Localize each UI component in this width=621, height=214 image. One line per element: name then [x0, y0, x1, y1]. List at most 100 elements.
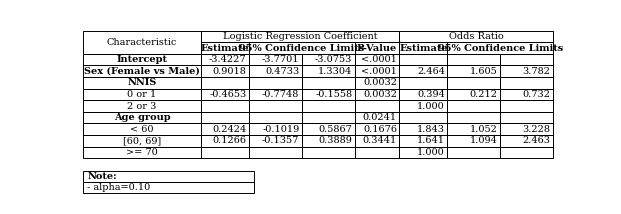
Text: 1.843: 1.843: [417, 125, 445, 134]
Text: Estimate: Estimate: [399, 43, 448, 53]
Text: 1.605: 1.605: [470, 67, 498, 76]
Bar: [501, 77, 553, 89]
Bar: [302, 123, 355, 135]
Bar: [201, 89, 249, 100]
Bar: [83, 100, 201, 112]
Text: P-Value: P-Value: [357, 43, 397, 53]
Text: 0.1266: 0.1266: [212, 136, 247, 146]
Text: Estimate: Estimate: [201, 43, 249, 53]
Text: 3.782: 3.782: [523, 67, 551, 76]
Bar: [448, 123, 501, 135]
Bar: [399, 31, 553, 42]
Bar: [399, 147, 448, 158]
Bar: [448, 77, 501, 89]
Bar: [448, 135, 501, 147]
Text: -0.4653: -0.4653: [209, 90, 247, 99]
Text: 0 or 1: 0 or 1: [127, 90, 156, 99]
Bar: [201, 123, 249, 135]
Bar: [302, 65, 355, 77]
Bar: [302, 54, 355, 65]
Bar: [399, 112, 448, 123]
Text: Logistic Regression Coefficient: Logistic Regression Coefficient: [223, 32, 378, 41]
Text: -0.1357: -0.1357: [262, 136, 299, 146]
Bar: [302, 147, 355, 158]
Bar: [201, 100, 249, 112]
Bar: [249, 77, 302, 89]
Text: -3.4227: -3.4227: [209, 55, 247, 64]
Bar: [249, 89, 302, 100]
Bar: [501, 65, 553, 77]
Bar: [355, 147, 399, 158]
Bar: [249, 42, 355, 54]
Bar: [399, 100, 448, 112]
Text: -0.1558: -0.1558: [315, 90, 352, 99]
Bar: [83, 31, 201, 54]
Text: 2.464: 2.464: [417, 67, 445, 76]
Bar: [448, 65, 501, 77]
Bar: [448, 42, 553, 54]
Bar: [399, 54, 448, 65]
Text: 0.4733: 0.4733: [265, 67, 299, 76]
Bar: [501, 54, 553, 65]
Bar: [249, 112, 302, 123]
Text: 1.000: 1.000: [417, 102, 445, 111]
Text: Sex (Female vs Male): Sex (Female vs Male): [84, 67, 200, 76]
Bar: [501, 147, 553, 158]
Text: 0.0032: 0.0032: [363, 78, 397, 87]
Bar: [249, 100, 302, 112]
Bar: [83, 147, 201, 158]
Bar: [501, 135, 553, 147]
Bar: [201, 54, 249, 65]
Text: 0.0241: 0.0241: [363, 113, 397, 122]
Bar: [501, 112, 553, 123]
Bar: [355, 123, 399, 135]
Bar: [448, 100, 501, 112]
Bar: [249, 65, 302, 77]
Bar: [201, 77, 249, 89]
Text: <.0001: <.0001: [361, 67, 397, 76]
Bar: [302, 77, 355, 89]
Bar: [302, 135, 355, 147]
Text: NNIS: NNIS: [127, 78, 157, 87]
Bar: [448, 112, 501, 123]
Text: Intercept: Intercept: [117, 55, 168, 64]
Text: 2.463: 2.463: [523, 136, 551, 146]
Text: < 60: < 60: [130, 125, 154, 134]
Text: 95% Confidence Limits: 95% Confidence Limits: [438, 43, 563, 53]
Bar: [399, 42, 448, 54]
Text: Odds Ratio: Odds Ratio: [449, 32, 504, 41]
Text: -0.1019: -0.1019: [262, 125, 299, 134]
Text: 0.0032: 0.0032: [363, 90, 397, 99]
Bar: [83, 182, 254, 193]
Bar: [448, 89, 501, 100]
Text: 1.000: 1.000: [417, 148, 445, 157]
Text: -3.7701: -3.7701: [262, 55, 299, 64]
Bar: [201, 147, 249, 158]
Bar: [83, 123, 201, 135]
Bar: [249, 54, 302, 65]
Bar: [201, 112, 249, 123]
Bar: [201, 135, 249, 147]
Text: 2 or 3: 2 or 3: [127, 102, 157, 111]
Bar: [355, 135, 399, 147]
Bar: [201, 31, 399, 42]
Text: 1.641: 1.641: [417, 136, 445, 146]
Text: 0.2424: 0.2424: [212, 125, 247, 134]
Bar: [249, 147, 302, 158]
Bar: [83, 89, 201, 100]
Bar: [355, 112, 399, 123]
Text: -3.0753: -3.0753: [315, 55, 352, 64]
Bar: [448, 54, 501, 65]
Text: Note:: Note:: [87, 172, 117, 181]
Bar: [83, 54, 201, 65]
Text: 0.394: 0.394: [417, 90, 445, 99]
Bar: [399, 123, 448, 135]
Bar: [302, 89, 355, 100]
Bar: [501, 100, 553, 112]
Text: 0.212: 0.212: [470, 90, 498, 99]
Text: 0.1676: 0.1676: [363, 125, 397, 134]
Bar: [399, 77, 448, 89]
Bar: [249, 123, 302, 135]
Text: 0.732: 0.732: [523, 90, 551, 99]
Text: 1.3304: 1.3304: [318, 67, 352, 76]
